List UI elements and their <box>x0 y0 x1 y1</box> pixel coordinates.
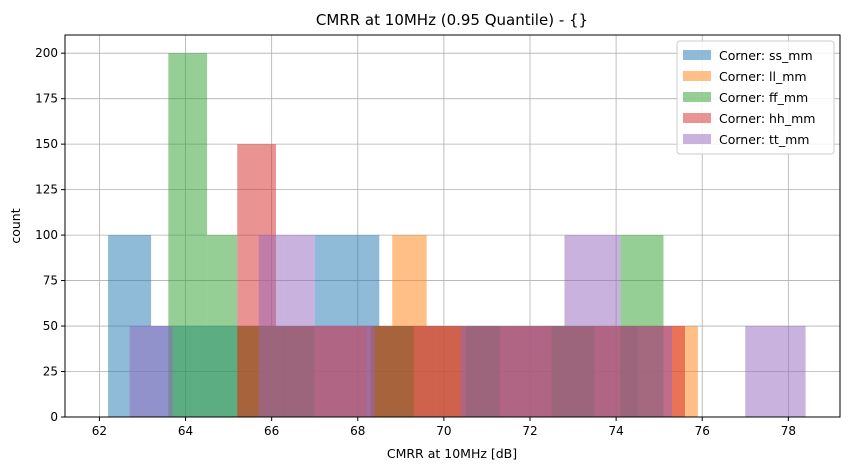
x-tick-label: 62 <box>92 424 107 438</box>
bar-layer <box>108 53 806 417</box>
histogram-bar <box>461 326 513 417</box>
histogram-bar <box>564 235 621 417</box>
legend-swatch <box>683 92 711 102</box>
y-tick-label: 200 <box>35 46 58 60</box>
legend-label: Corner: ss_mm <box>719 48 813 63</box>
y-tick-label: 75 <box>43 274 58 288</box>
y-tick-label: 0 <box>50 410 58 424</box>
x-tick-label: 66 <box>264 424 279 438</box>
legend-swatch <box>683 71 711 81</box>
legend-swatch <box>683 134 711 144</box>
y-axis-label: count <box>8 208 23 243</box>
legend-swatch <box>683 113 711 123</box>
legend-label: Corner: hh_mm <box>719 111 815 126</box>
histogram-bar <box>207 235 238 417</box>
histogram-bar <box>129 326 173 417</box>
y-tick-label: 25 <box>43 365 58 379</box>
histogram-bar <box>168 53 208 417</box>
histogram-bar <box>258 235 285 417</box>
legend: Corner: ss_mm Corner: ll_mm Corner: ff_mm C… <box>676 40 835 155</box>
x-tick-label: 70 <box>436 424 451 438</box>
histogram-bar <box>284 235 315 417</box>
plot-frame <box>64 34 841 418</box>
x-axis-label: CMRR at 10MHz [dB] <box>387 446 517 461</box>
histogram-bar <box>314 326 375 417</box>
legend-swatch <box>683 50 711 60</box>
x-tick-label: 78 <box>781 424 796 438</box>
legend-label: Corner: ff_mm <box>719 90 808 105</box>
x-tick-label: 74 <box>608 424 623 438</box>
x-tick-label: 72 <box>522 424 537 438</box>
legend-label: Corner: tt_mm <box>719 132 809 147</box>
x-tick-label: 68 <box>350 424 365 438</box>
histogram-bar <box>512 326 565 417</box>
y-tick-label: 50 <box>43 319 58 333</box>
histogram-bar <box>745 326 806 417</box>
x-tick-label: 76 <box>695 424 710 438</box>
y-tick-label: 175 <box>35 92 58 106</box>
chart-title: CMRR at 10MHz (0.95 Quantile) - {} <box>316 11 588 29</box>
tick-layer: 62 64 66 68 70 72 74 76 78 0 25 50 75 100 125 150 175 200 <box>35 46 796 438</box>
histogram-bar <box>620 326 673 417</box>
x-tick-label: 64 <box>178 424 193 438</box>
histogram-bar <box>379 326 436 417</box>
legend-label: Corner: ll_mm <box>719 69 807 84</box>
y-tick-label: 100 <box>35 228 58 242</box>
y-tick-label: 150 <box>35 137 58 151</box>
legend-box <box>676 40 835 155</box>
y-tick-label: 125 <box>35 183 58 197</box>
